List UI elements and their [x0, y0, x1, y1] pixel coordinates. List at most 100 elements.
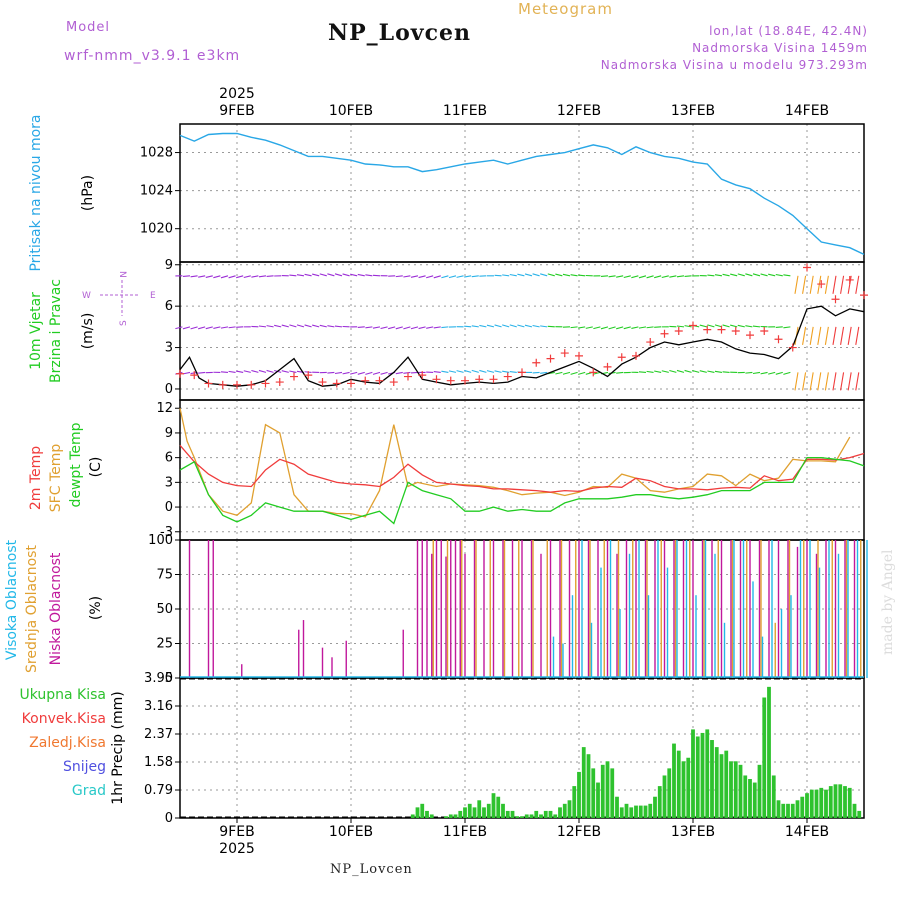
wind-gust-marker-9: [304, 371, 313, 380]
wind-gust-marker-47: [845, 275, 854, 284]
precip-legend-3: Snijeg: [63, 759, 106, 775]
wind-arrow-96: [220, 326, 229, 329]
wind-arrow-59: [623, 275, 631, 279]
precip-bar-51: [662, 775, 667, 818]
wind-arrow-204: [357, 371, 365, 375]
precip-bar-62: [714, 747, 719, 818]
wind-arrow-131: [486, 324, 495, 328]
wind-arrow-174: [817, 326, 822, 345]
wind-arrow-251: [714, 370, 723, 373]
cloud-unit: (%): [88, 596, 104, 620]
wind-ytick-label-2: 3: [165, 341, 173, 356]
day-label-top-3: 12FEB: [557, 103, 601, 119]
wind-arrow-265: [824, 372, 829, 391]
wind-arrow-10: [251, 275, 259, 278]
precip-legend-4: Grad: [72, 783, 106, 799]
day-label-bottom-5: 14FEB: [785, 824, 829, 840]
wind-arrow-188: [236, 370, 244, 373]
wind-arrow-177: [840, 326, 845, 345]
wind-arrow-252: [722, 371, 730, 373]
wind-arrow-170: [783, 326, 791, 329]
wind-arrow-269: [855, 372, 860, 391]
precip-bar-36: [591, 768, 596, 818]
wind-gust-marker-38: [717, 325, 726, 334]
wind-arrow-32: [418, 275, 426, 279]
wind-arrow-56: [600, 275, 609, 277]
wind-gust-marker-25: [532, 358, 541, 367]
wind-arrow-268: [847, 372, 852, 391]
wind-arrow-123: [426, 326, 434, 329]
wind-arrow-259: [775, 371, 783, 375]
precip-legend-0: Ukupna Kisa: [19, 687, 106, 703]
wind-arrow-256: [752, 371, 761, 375]
wind-arrow-232: [570, 371, 578, 375]
wind-arrow-201: [334, 371, 343, 375]
precip-ytick-label-4: 0.79: [144, 783, 173, 798]
precip-ytick-label-3: 1.58: [144, 755, 173, 770]
day-label-top-1: 10FEB: [329, 103, 373, 119]
wind-ylabel: 10m Vjetar: [28, 292, 44, 370]
wind-arrow-149: [623, 326, 631, 330]
wind-arrow-44: [509, 273, 517, 277]
day-label-bottom-1: 10FEB: [329, 824, 373, 840]
wind-arrow-220: [479, 369, 487, 373]
wind-arrow-223: [502, 370, 510, 373]
wind-arrow-173: [809, 326, 814, 345]
pressure-ytick-label-2: 1020: [140, 222, 173, 237]
wind-arrow-258: [768, 371, 776, 375]
precip-bar-41: [615, 796, 619, 818]
precip-bar-75: [776, 800, 781, 818]
precip-bar-45: [634, 805, 638, 818]
temperature-ytick-label-4: 0: [165, 500, 173, 515]
wind-arrow-57: [608, 275, 616, 278]
wind-arrow-163: [730, 324, 738, 328]
wind-gust-marker-2: [204, 379, 213, 388]
wind-arrow-233: [578, 371, 586, 375]
clouds-ytick-label-3: 25: [156, 637, 173, 652]
temp-unit: (C): [88, 457, 104, 478]
wind-arrow-76: [752, 273, 761, 277]
wind-arrow-33: [426, 275, 434, 279]
wind-arrow-148: [616, 326, 624, 330]
precip-bar-4: [429, 814, 434, 818]
precip-bar-37: [596, 782, 600, 818]
wind-arrow-183: [198, 371, 206, 374]
year-label-bottom: 2025: [219, 841, 255, 857]
wind-arrow-38: [464, 275, 472, 278]
precip-bar-2: [420, 803, 425, 818]
precip-bar-77: [786, 803, 790, 818]
precip-bar-73: [767, 686, 771, 818]
precip-bar-46: [638, 805, 643, 818]
wind-arrow-121: [410, 326, 419, 330]
wind-arrow-206: [372, 371, 381, 375]
wind-arrow-137: [532, 324, 540, 328]
wind-arrow-263: [809, 372, 814, 391]
wind-gust-marker-3: [218, 380, 227, 389]
temp-ylabel-2m: 2m Temp: [28, 446, 44, 510]
footer-station: NP_Lovcen: [330, 862, 413, 877]
precip-bar-38: [600, 764, 605, 818]
pressure-ytick-label-0: 1028: [140, 146, 173, 161]
wind-gust-marker-22: [489, 375, 498, 384]
wind-arrow-39: [471, 275, 479, 278]
wind-gust-marker-28: [575, 351, 583, 360]
wind-arrow-150: [631, 326, 639, 329]
precip-bar-64: [724, 750, 729, 818]
meteogram-title: Meteogram: [518, 0, 613, 18]
wind-arrow-82: [802, 275, 807, 294]
wind-arrow-9: [243, 275, 251, 279]
wind-gust-marker-7: [275, 378, 284, 387]
wind-arrow-80: [783, 274, 791, 277]
precip-bar-21: [520, 816, 524, 818]
wind-arrow-181: [182, 371, 191, 375]
wind-arrow-17: [304, 273, 312, 277]
wind-gust-marker-5: [247, 380, 256, 389]
wind-gust-marker-36: [689, 321, 697, 330]
pressure-line: [179, 132, 865, 256]
precip-bar-50: [657, 786, 662, 818]
wind-arrow-134: [509, 324, 517, 328]
wind-ytick-label-1: 6: [165, 299, 173, 314]
wind-arrow-166: [752, 325, 761, 328]
wind-arrow-125: [441, 326, 449, 329]
precip-bar-33: [577, 771, 581, 818]
